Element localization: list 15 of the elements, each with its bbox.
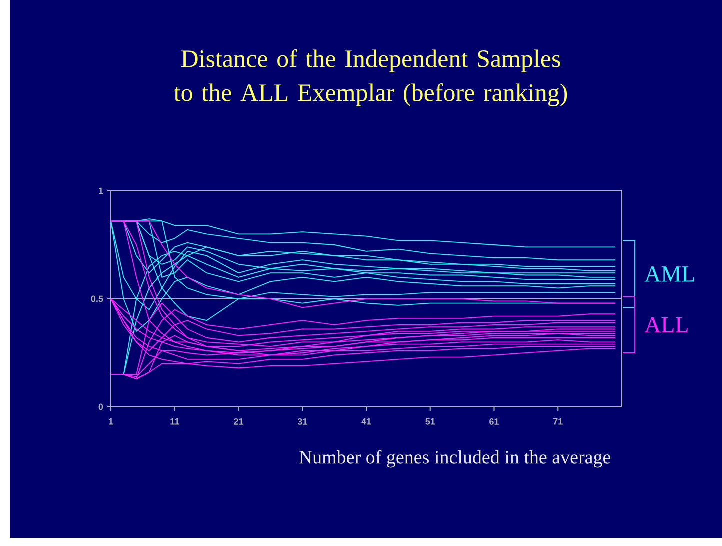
x-tick-label: 21 bbox=[234, 418, 244, 425]
x-tick-label: 41 bbox=[362, 418, 372, 425]
y-tick-label: 0 bbox=[98, 404, 104, 410]
text: AML bbox=[644, 266, 694, 282]
x-tick-label: 51 bbox=[426, 418, 436, 425]
x-tick-label: 71 bbox=[554, 418, 563, 425]
chart-title: Distance of the Independent Samples to the ALL Exemplar (before ranking) bbox=[174, 50, 568, 106]
x-tick-label: 31 bbox=[298, 418, 308, 425]
x-tick-label: 11 bbox=[170, 418, 180, 425]
x-tick-label: 1 bbox=[109, 418, 114, 425]
y-tick-label: 1 bbox=[99, 188, 104, 194]
text: ALL bbox=[644, 317, 688, 333]
x-axis-title: Number of genes included in the average bbox=[299, 450, 611, 468]
y-tick-label: 0.5 bbox=[91, 296, 104, 302]
x-tick-label: 61 bbox=[490, 418, 500, 425]
